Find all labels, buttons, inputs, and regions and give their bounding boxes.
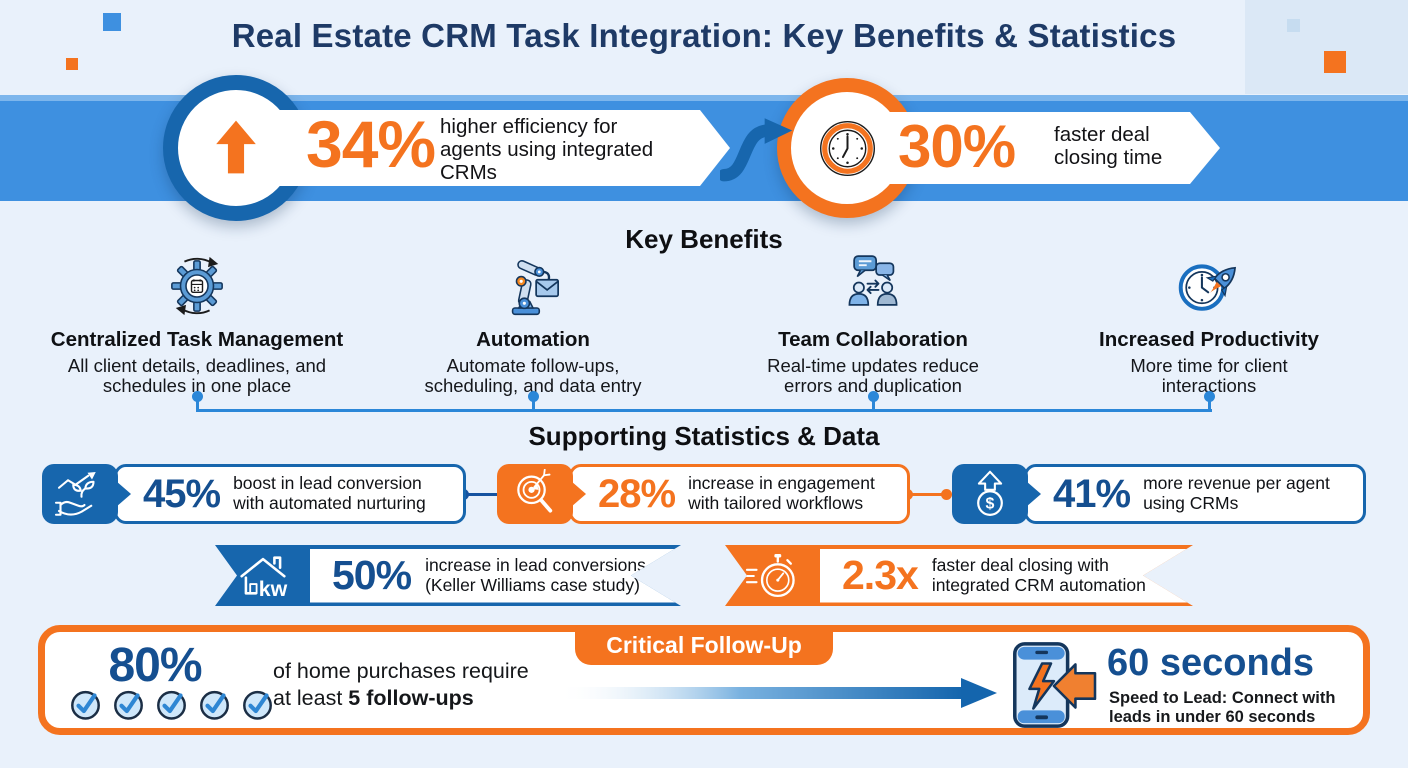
dollar-up-arrow-icon: $ — [952, 464, 1028, 524]
stat-chip-value: 50% — [332, 552, 412, 598]
benefit-description: Automate follow-ups, scheduling, and dat… — [424, 355, 642, 396]
stat-pill-closing — [848, 112, 1220, 184]
stat-chip-value: 2.3x — [842, 552, 918, 598]
phone-lightning-icon — [1003, 640, 1097, 735]
chip-connector-dot — [941, 489, 952, 500]
benefit-title: Centralized Task Management — [50, 328, 344, 351]
ribbon-body: 50% increase in lead conversions (Keller… — [310, 549, 678, 603]
stat-value-closing: 30% — [898, 113, 1016, 180]
follow-up-statement-normal: of home purchases require at least — [273, 659, 529, 710]
clock-rocket-icon — [1059, 250, 1359, 322]
gradient-arrow-icon — [557, 672, 997, 719]
corner-panel-decor — [1245, 0, 1408, 94]
connector-stem — [195, 399, 199, 411]
benefit-title: Automation — [476, 328, 590, 351]
blue-square-decor — [103, 13, 121, 31]
connector-stem — [1207, 399, 1211, 411]
stat-chip-value: 41% — [1053, 471, 1131, 516]
follow-up-percent: 80% — [108, 639, 202, 692]
orange-square-decor-small — [66, 58, 78, 70]
target-magnifier-icon — [497, 464, 573, 524]
critical-follow-up-panel: Critical Follow-Up 80% of home purchases… — [38, 625, 1370, 735]
banner-highlight-strip — [0, 95, 1408, 101]
connector-stem — [871, 399, 875, 411]
check-circle-icon — [157, 690, 186, 720]
lightblue-square-decor — [1287, 19, 1300, 32]
statistics-heading: Supporting Statistics & Data — [528, 421, 880, 451]
page-title: Real Estate CRM Task Integration: Key Be… — [231, 17, 1177, 54]
speed-to-lead-caption: Speed to Lead: Connect with leads in und… — [1109, 689, 1336, 726]
benefit-automation: Automation Automate follow-ups, scheduli… — [383, 250, 683, 396]
stat-chip-value: 45% — [143, 471, 221, 516]
follow-up-statement-bold: 5 follow-ups — [348, 685, 474, 710]
hand-plant-growth-icon — [42, 464, 118, 524]
key-benefits-heading: Key Benefits — [625, 224, 783, 254]
check-circle-icon — [114, 690, 143, 720]
chip-connector-line — [464, 493, 498, 496]
benefit-description: All client details, deadlines, and sched… — [67, 355, 327, 396]
benefit-description: Real-time updates reduce errors and dupl… — [767, 355, 979, 396]
stat-chip-revenue: 41% more revenue per agent using CRMs — [1024, 464, 1366, 524]
stat-chip-label: boost in lead conversion with automated … — [233, 473, 426, 513]
benefit-centralized-task-management: Centralized Task Management All client d… — [47, 250, 347, 396]
curved-arrow-icon — [717, 116, 796, 190]
kw-house-icon: kw — [215, 545, 310, 606]
check-circle-icon — [200, 690, 229, 720]
kw-glyph: kw — [258, 577, 287, 599]
check-circle-icon — [71, 690, 100, 720]
stat-label-efficiency: higher efficiency for agents using integ… — [440, 115, 654, 184]
dollar-glyph: $ — [986, 496, 995, 513]
stat-chip-engagement: 28% increase in engagement with tailored… — [569, 464, 910, 524]
stat-label-closing: faster deal closing time — [1054, 123, 1163, 169]
stat-value-efficiency: 34% — [306, 107, 436, 181]
check-circle-row — [69, 688, 274, 721]
benefit-increased-productivity: Increased Productivity More time for cli… — [1059, 250, 1359, 396]
connector-dot — [867, 391, 879, 402]
benefit-team-collaboration: Team Collaboration Real-time updates red… — [723, 250, 1023, 396]
gear-calendar-sync-icon — [47, 250, 347, 322]
stat-chip-label: increase in engagement with tailored wor… — [688, 473, 875, 513]
clock-icon — [819, 120, 876, 182]
critical-follow-up-heading: Critical Follow-Up — [575, 625, 833, 665]
check-circle-icon — [243, 690, 272, 720]
benefit-title: Team Collaboration — [778, 328, 968, 351]
stat-pill-efficiency — [238, 110, 730, 186]
stat-chip-label: increase in lead conversions (Keller Wil… — [425, 554, 646, 595]
stat-chip-label: faster deal closing with integrated CRM … — [931, 554, 1146, 595]
connector-stem — [531, 399, 535, 411]
stat-ribbon-automation-speed: 2.3x faster deal closing with integrated… — [725, 545, 1193, 606]
stopwatch-speed-icon — [725, 545, 820, 606]
connector-line — [196, 409, 1212, 412]
stat-chip-label: more revenue per agent using CRMs — [1143, 473, 1330, 513]
follow-up-statement: of home purchases require at least 5 fol… — [273, 658, 531, 712]
ribbon-body: 2.3x faster deal closing with integrated… — [820, 549, 1190, 603]
connector-dot — [1203, 391, 1215, 402]
stat-chip-value: 28% — [598, 471, 676, 516]
connector-dot — [191, 391, 203, 402]
up-arrow-icon — [214, 117, 258, 182]
speed-to-lead-value: 60 seconds — [1107, 642, 1314, 684]
connector-dot — [527, 391, 539, 402]
people-chat-exchange-icon — [723, 250, 1023, 322]
orange-square-decor-large — [1324, 51, 1346, 73]
robot-arm-envelope-icon — [383, 250, 683, 322]
chip-connector-line — [908, 493, 942, 496]
stat-chip-lead-conversion: 45% boost in lead conversion with automa… — [114, 464, 466, 524]
benefit-title: Increased Productivity — [1099, 328, 1319, 351]
stat-ribbon-keller-williams: 50% increase in lead conversions (Keller… — [215, 545, 681, 606]
benefit-description: More time for client interactions — [1130, 355, 1288, 396]
